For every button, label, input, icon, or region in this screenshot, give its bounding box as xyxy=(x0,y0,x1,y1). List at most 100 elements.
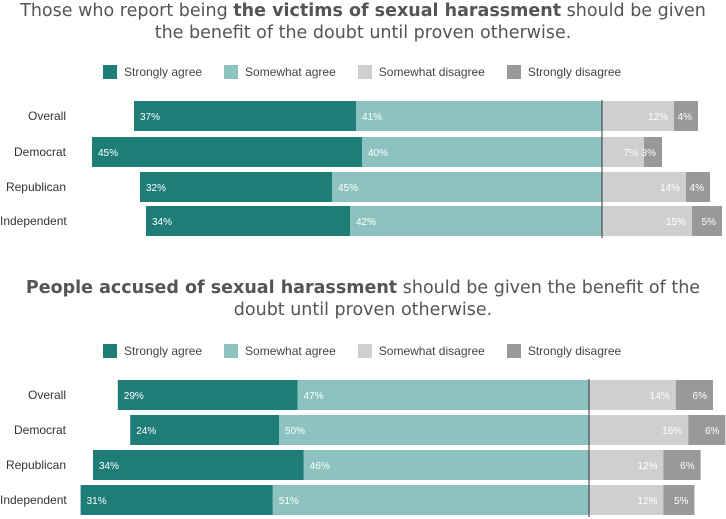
data-label-strongly-disagree: 3% xyxy=(642,148,657,159)
legend-item-somewhat-disagree: Somewhat disagree xyxy=(357,344,485,358)
legend-label: Somewhat agree xyxy=(245,65,336,79)
bar-somewhat-disagree xyxy=(602,206,692,236)
data-label-somewhat-disagree: 12% xyxy=(648,112,668,123)
bar-somewhat-disagree xyxy=(589,415,689,445)
bar-strongly-disagree xyxy=(688,415,726,445)
data-label-somewhat-disagree: 16% xyxy=(662,426,682,437)
bar-somewhat-agree xyxy=(332,172,602,202)
data-label-strongly-agree: 24% xyxy=(136,426,156,437)
bar-somewhat-disagree xyxy=(589,450,664,480)
chart-2-title: People accused of sexual harassment shou… xyxy=(0,277,726,321)
legend-swatch xyxy=(357,65,372,79)
chart-1-row-label-democrat: Democrat xyxy=(13,145,66,159)
bar-strongly-agree xyxy=(92,137,362,167)
bar-strongly-agree xyxy=(134,101,356,131)
data-label-strongly-disagree: 6% xyxy=(680,461,695,472)
bar-strongly-disagree xyxy=(674,101,698,131)
legend-label: Somewhat disagree xyxy=(378,65,485,79)
chart-1-row-label-independent: Independent xyxy=(0,214,67,228)
chart-1-row-label-republican: Republican xyxy=(5,180,66,194)
legend-swatch xyxy=(506,344,521,358)
legend-item-strongly-disagree: Strongly disagree xyxy=(506,344,622,358)
chart-1-title: Those who report being the victims of se… xyxy=(0,0,726,44)
legend-item-somewhat-agree: Somewhat agree xyxy=(224,344,336,358)
data-label-strongly-disagree: 5% xyxy=(674,496,689,507)
chart-2-row-label-overall: Overall xyxy=(27,388,66,402)
legend-label: Strongly agree xyxy=(124,344,203,358)
bar-somewhat-agree xyxy=(356,101,602,131)
data-label-somewhat-disagree: 7% xyxy=(624,148,639,159)
legend-item-somewhat-agree: Somewhat agree xyxy=(224,65,336,79)
data-label-strongly-agree: 34% xyxy=(99,461,119,472)
chart-1-plot: 37% 41% 12% 4% 45% 40% 7% 3% 32% 45% 14% 4% 34% 42% 15… xyxy=(92,100,722,238)
legend-item-strongly-agree: Strongly agree xyxy=(103,344,202,358)
chart-2-title-post: should be given the benefit of the doubt … xyxy=(233,278,701,320)
bar-strongly-agree xyxy=(93,450,304,480)
data-label-strongly-disagree: 6% xyxy=(693,391,708,402)
data-label-somewhat-agree: 40% xyxy=(368,148,388,159)
chart-2-title-bold: People accused of sexual harassment xyxy=(25,278,398,298)
data-label-strongly-agree: 32% xyxy=(146,183,166,194)
bar-somewhat-agree xyxy=(350,206,602,236)
data-label-strongly-disagree: 6% xyxy=(705,426,720,437)
chart-2-row-label-democrat: Democrat xyxy=(13,423,66,437)
bar-somewhat-disagree xyxy=(589,380,676,410)
data-label-somewhat-agree: 42% xyxy=(356,217,376,228)
data-label-somewhat-disagree: 14% xyxy=(660,183,680,194)
bar-strongly-disagree xyxy=(644,137,662,167)
data-label-somewhat-agree: 50% xyxy=(285,426,305,437)
chart-2-row-label-independent: Independent xyxy=(0,493,67,507)
data-label-strongly-agree: 37% xyxy=(140,112,160,123)
bar-strongly-agree xyxy=(80,485,273,515)
legend-item-strongly-agree: Strongly agree xyxy=(103,65,202,79)
data-label-somewhat-agree: 41% xyxy=(362,112,382,123)
chart-2-row-label-republican: Republican xyxy=(5,458,66,472)
legend-item-somewhat-disagree: Somewhat disagree xyxy=(357,65,485,79)
data-label-strongly-agree: 34% xyxy=(152,217,172,228)
chart-1-title-bold: the victims of sexual harassment xyxy=(233,1,562,21)
data-label-strongly-agree: 45% xyxy=(98,148,118,159)
bar-strongly-agree xyxy=(130,415,279,445)
chart-1-title-post: should be given the benefit of the doubt … xyxy=(154,1,706,43)
bar-strongly-agree xyxy=(140,172,332,202)
data-label-strongly-disagree: 4% xyxy=(678,112,693,123)
bar-strongly-agree xyxy=(146,206,350,236)
bar-strongly-agree xyxy=(117,380,298,410)
legend-label: Somewhat agree xyxy=(245,344,336,358)
bar-strongly-disagree xyxy=(675,380,713,410)
bar-somewhat-disagree xyxy=(602,101,674,131)
legend-label: Strongly disagree xyxy=(527,65,622,79)
legend-swatch xyxy=(224,65,239,79)
legend-item-strongly-disagree: Strongly disagree xyxy=(506,65,622,79)
bar-somewhat-agree xyxy=(297,380,589,410)
chart-2-plot: 29% 47% 14% 6% 24% 50% 16% 6% 34% 46% 12% 6% 31% 51% 1… xyxy=(80,379,726,517)
data-label-somewhat-agree: 51% xyxy=(279,496,299,507)
chart-1-row-label-overall: Overall xyxy=(27,109,66,123)
legend-label: Strongly agree xyxy=(124,65,203,79)
bar-strongly-disagree xyxy=(663,485,695,515)
data-label-strongly-disagree: 4% xyxy=(690,183,705,194)
legend-swatch xyxy=(357,344,372,358)
data-label-strongly-agree: 29% xyxy=(124,391,144,402)
bar-somewhat-agree xyxy=(303,450,589,480)
data-label-somewhat-disagree: 15% xyxy=(666,217,686,228)
bar-strongly-disagree xyxy=(663,450,701,480)
chart-2-legend: Strongly agree Somewhat agree Somewhat d… xyxy=(103,343,643,359)
data-label-somewhat-agree: 47% xyxy=(304,391,324,402)
legend-label: Strongly disagree xyxy=(527,344,622,358)
bar-strongly-disagree xyxy=(692,206,722,236)
legend-swatch xyxy=(103,65,117,79)
bar-somewhat-agree xyxy=(279,415,589,445)
bar-strongly-disagree xyxy=(686,172,710,202)
data-label-somewhat-disagree: 14% xyxy=(650,391,670,402)
bar-somewhat-agree xyxy=(362,137,602,167)
legend-swatch xyxy=(103,344,117,358)
bar-somewhat-disagree xyxy=(602,172,686,202)
bar-somewhat-disagree xyxy=(589,485,664,515)
legend-swatch xyxy=(506,65,521,79)
bar-somewhat-disagree xyxy=(602,137,644,167)
data-label-somewhat-disagree: 12% xyxy=(637,461,657,472)
data-label-somewhat-disagree: 12% xyxy=(637,496,657,507)
bar-somewhat-agree xyxy=(272,485,589,515)
chart-1-title-pre: Those who report being xyxy=(20,1,234,21)
